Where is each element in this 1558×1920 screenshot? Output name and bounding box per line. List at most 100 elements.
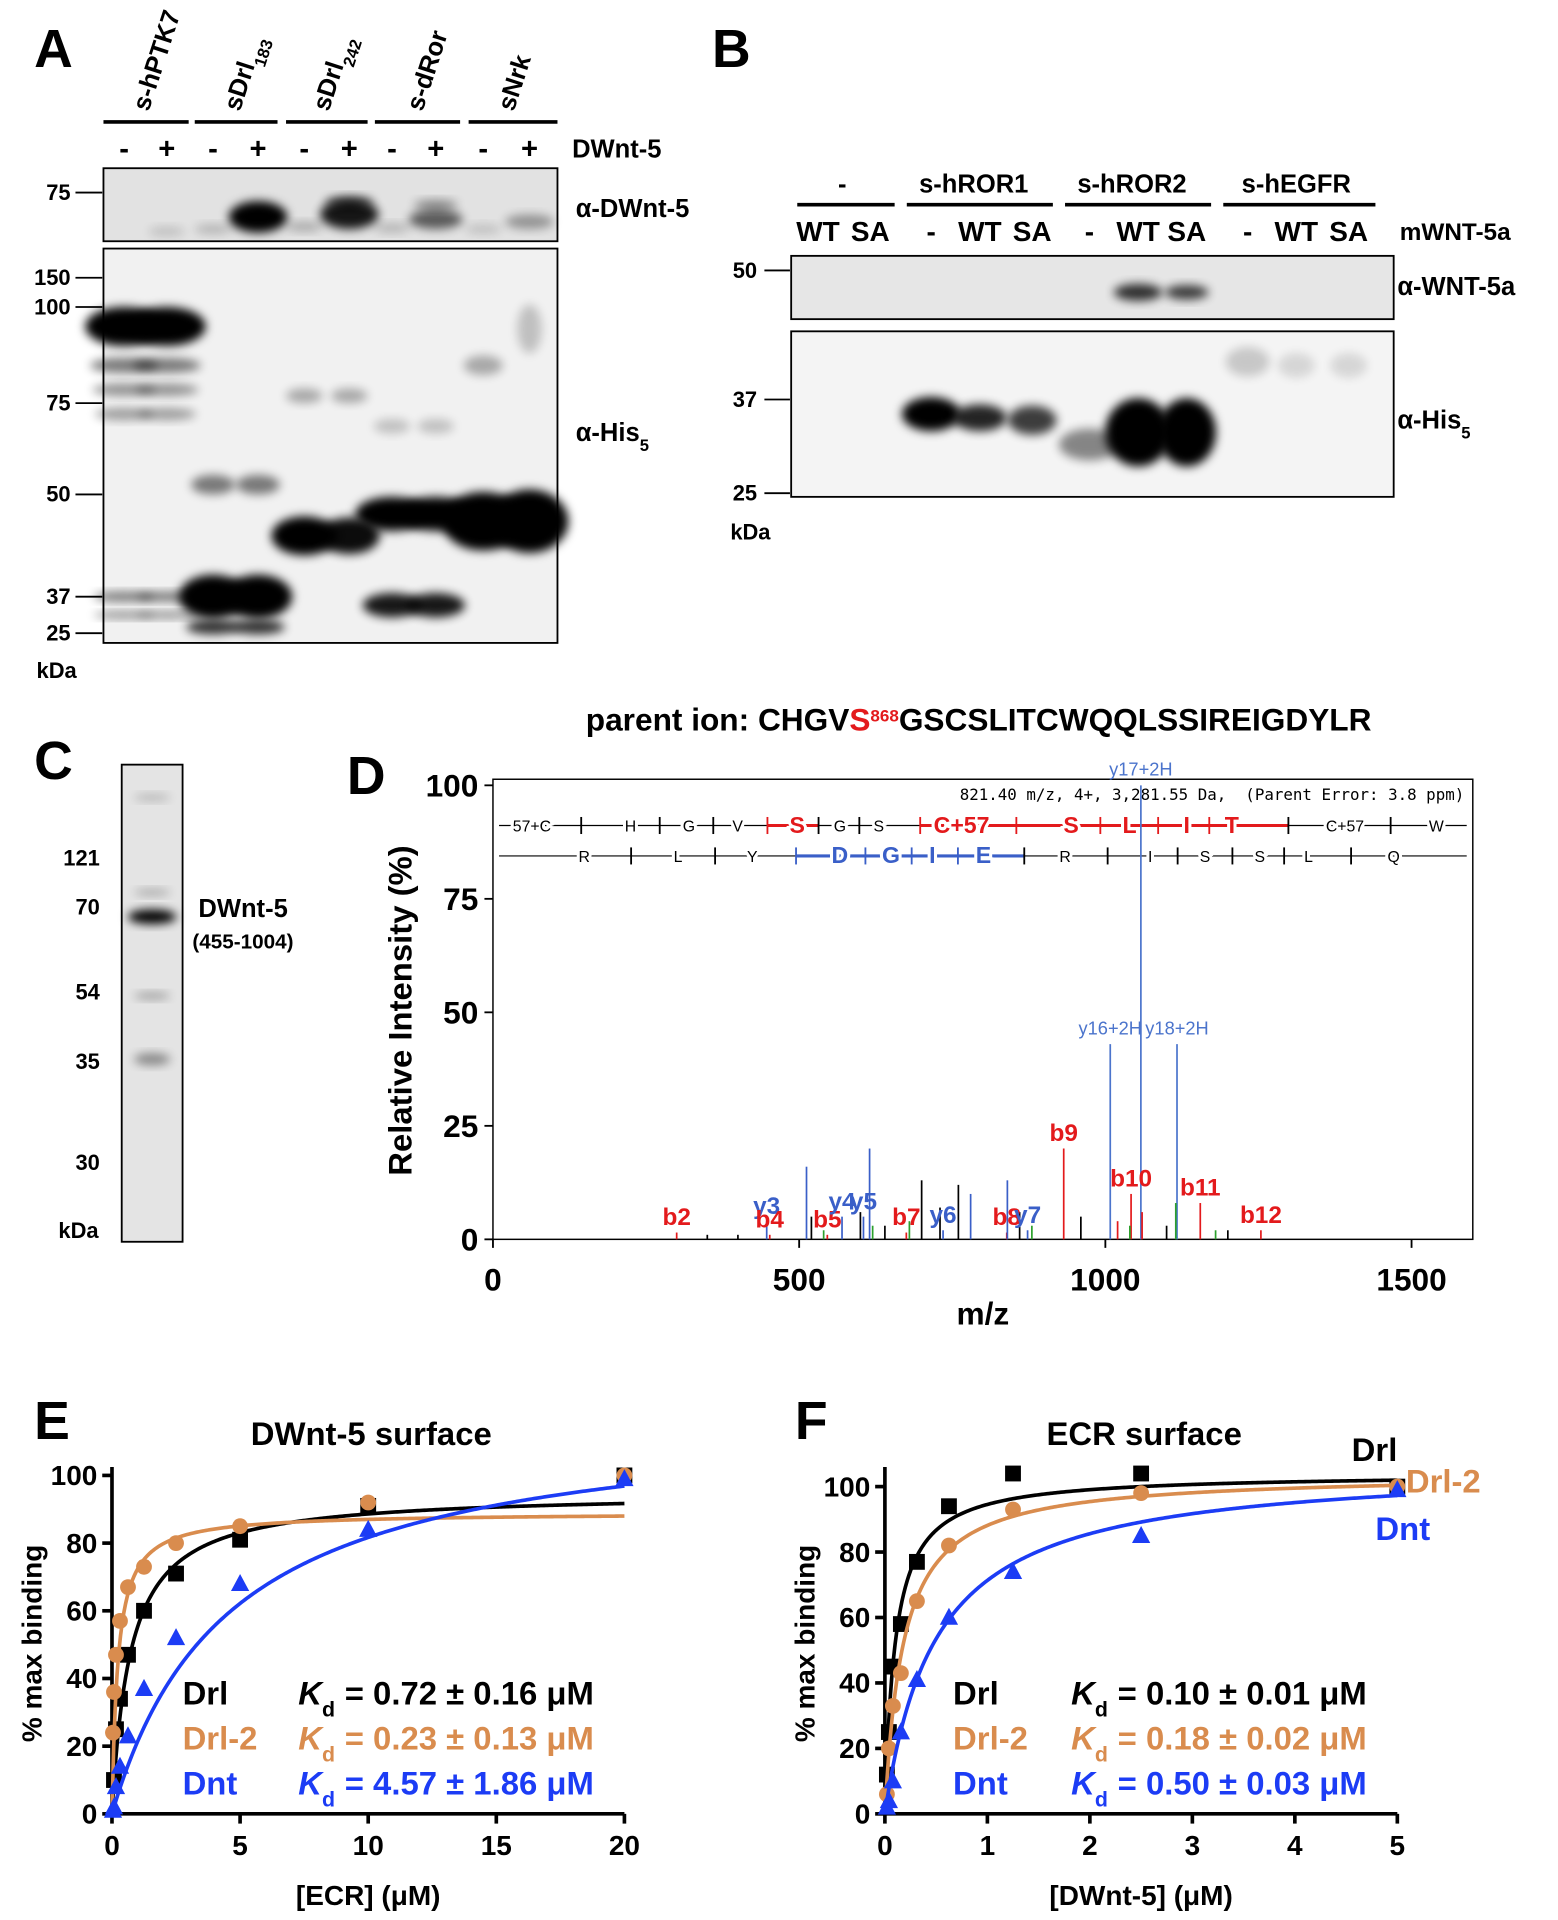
lane-label: WT (1116, 216, 1160, 247)
antibody-label: α-His5 (1397, 407, 1470, 442)
y-tick-label: 80 (839, 1537, 870, 1568)
kd-label-part: d (322, 1697, 335, 1721)
mw-marker: 25 (46, 620, 70, 645)
blot-band (953, 404, 1007, 432)
peak-label: y16+2H (1079, 1017, 1142, 1038)
antibody-label-part: α-His (1397, 407, 1461, 435)
x-tick-label: 3 (1185, 1830, 1201, 1861)
mw-marker: 70 (75, 894, 99, 919)
chart-title: parent ion: CHGVS868GSCSLITCWQQLSSIREIGD… (586, 702, 1372, 738)
kd-name: Drl-2 (183, 1719, 258, 1756)
point (168, 1565, 184, 1582)
y-tick-label: 25 (443, 1108, 478, 1144)
x-tick-label: 20 (609, 1830, 640, 1861)
kd-label-part: = 0.23 ± 0.13 μM (345, 1719, 594, 1756)
lane-label: SA (851, 216, 890, 247)
point (230, 1573, 250, 1592)
kd-label-part: = 0.10 ± 0.01 μM (1118, 1674, 1367, 1711)
blot-band (133, 793, 171, 802)
point (232, 1531, 249, 1548)
blot-band (191, 474, 235, 495)
mw-marker: 100 (34, 294, 71, 319)
ladder-residue: S (1063, 812, 1078, 838)
ladder-residue: 57+C (513, 819, 551, 836)
point (168, 1535, 184, 1552)
chart-title-part: S (849, 702, 870, 738)
chart-title: DWnt-5 surface (251, 1415, 492, 1452)
blot-band (93, 611, 155, 619)
peak-label: y18+2H (1145, 1017, 1208, 1038)
blot-band (194, 224, 232, 234)
unit-label: kDa (37, 658, 78, 683)
mw-marker: 54 (75, 980, 100, 1005)
spectrum-info: 821.40 m/z, 4+, 3,281.55 Da, (Parent Err… (960, 785, 1465, 804)
lane-label: - (208, 133, 218, 165)
blot-band (413, 199, 458, 210)
group-label: - (838, 171, 847, 199)
chart-title-part: parent ion: CHGV (586, 702, 850, 738)
ladder-residue: S (790, 812, 805, 838)
ladder-residue: L (1122, 812, 1136, 838)
sample-label: s-dRor (401, 27, 453, 114)
blot-band (136, 611, 198, 619)
point (892, 1665, 909, 1682)
antibody-label-part: 5 (640, 435, 649, 454)
panel-letter: C (34, 732, 73, 791)
antibody-label-part: α-His (576, 419, 640, 447)
point (941, 1537, 957, 1554)
point (883, 1771, 903, 1789)
gel (120, 763, 184, 1243)
mw-marker: 75 (46, 390, 70, 415)
y-tick-label: 60 (66, 1596, 97, 1627)
group-label: s-hROR2 (1077, 171, 1186, 199)
point (134, 1678, 154, 1696)
lane-label: - (299, 133, 309, 165)
lane-label: + (158, 133, 175, 165)
ladder-residue: G (834, 819, 846, 836)
y-tick-label: 0 (82, 1799, 98, 1830)
lane-label: + (427, 133, 444, 165)
x-tick-label: 0 (104, 1830, 120, 1861)
blot-band (127, 909, 177, 925)
fit-curve (110, 1514, 625, 1814)
x-axis-label: [DWnt-5] (μM) (1049, 1880, 1232, 1911)
group-label: s-hEGFR (1242, 171, 1351, 199)
peak-label: y17+2H (1109, 759, 1172, 780)
point (1388, 1480, 1407, 1498)
point (909, 1593, 925, 1610)
ladder-residue: I (929, 842, 935, 868)
mw-marker: 30 (75, 1150, 99, 1175)
point (1005, 1465, 1021, 1482)
mw-marker: 50 (733, 258, 757, 283)
point (120, 1646, 136, 1663)
kd-label-part: d (322, 1742, 335, 1766)
panel-letter: E (34, 1392, 70, 1451)
blot-band (94, 408, 154, 421)
panel-letter: D (347, 747, 386, 806)
point (1131, 1525, 1151, 1543)
x-tick-label: 1000 (1070, 1261, 1140, 1297)
point (105, 1724, 121, 1741)
blot-band (137, 408, 196, 421)
curve-label: Dnt (1375, 1510, 1430, 1547)
fit-curve (110, 1501, 625, 1814)
blot-band (318, 517, 380, 555)
blot-band (223, 574, 293, 619)
x-tick-label: 5 (232, 1830, 248, 1861)
blot-band (490, 489, 569, 553)
y-tick-label: 60 (839, 1602, 870, 1633)
kd-name: Drl-2 (953, 1719, 1028, 1756)
band-range: (455-1004) (192, 930, 293, 953)
antibody-label: α-His5 (576, 419, 649, 454)
y-tick-label: 50 (443, 994, 478, 1030)
peak-label: b7 (892, 1204, 920, 1231)
blot-band (133, 1053, 171, 1066)
blot-band (286, 221, 323, 232)
mw-marker: 25 (733, 481, 757, 506)
point (884, 1697, 901, 1714)
kd-label: Kd = 0.50 ± 0.03 μM (1071, 1764, 1367, 1811)
point (1133, 1485, 1150, 1502)
peak-label: y5 (850, 1188, 877, 1215)
blot-band (373, 418, 411, 434)
blot-band (271, 516, 338, 556)
